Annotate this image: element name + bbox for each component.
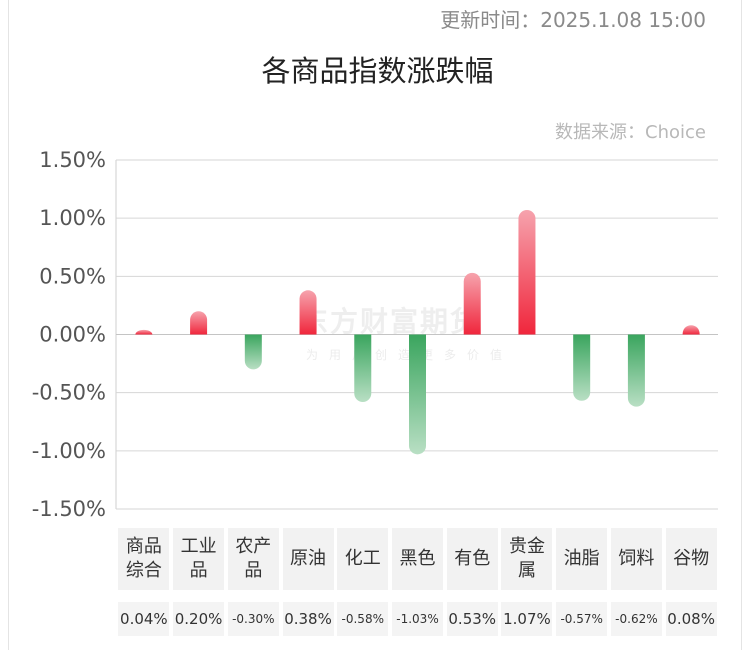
category-label: 饲料 [610,528,662,590]
bar [627,334,645,407]
category-label: 有色 [446,528,498,590]
data-label: 0.08% [665,602,717,636]
data-label: -0.62% [610,602,662,636]
data-label: 1.07% [501,602,553,636]
y-tick-label: -1.00% [32,439,106,463]
data-label: 0.38% [282,602,334,636]
chart-title: 各商品指数涨跌幅 [261,54,494,88]
bar [409,334,426,455]
y-tick-label: 0.00% [39,323,106,347]
category-label: 农产品 [227,528,279,590]
bar [190,311,208,335]
data-label: -0.58% [337,602,389,636]
frame-left-border [8,0,9,650]
category-label: 商品 综合 [118,528,170,590]
bar [299,290,317,335]
y-tick-label: 0.50% [39,264,106,288]
bar [354,334,372,402]
category-label: 化工 [337,528,389,590]
data-label: 0.20% [173,602,225,636]
category-label: 黑色 [392,528,443,590]
bar [573,334,591,401]
y-tick-label: -0.50% [32,381,106,405]
data-source: 数据来源：Choice [555,122,706,143]
category-label: 原油 [282,528,334,590]
frame-right-border [741,0,742,650]
bar [682,325,700,335]
category-label: 工业品 [173,528,225,590]
category-label: 贵金属 [501,528,553,590]
y-tick-label: 1.00% [39,206,106,230]
bar [135,329,153,335]
data-label: 0.53% [446,602,498,636]
bar [244,334,262,370]
data-label: 0.04% [118,602,170,636]
y-tick-label: -1.50% [32,497,106,521]
y-tick-label: 1.50% [39,148,106,172]
data-label: -1.03% [392,602,443,636]
bar [463,272,481,335]
category-label: 油脂 [556,528,608,590]
data-label: -0.57% [556,602,608,636]
bar [518,210,536,335]
watermark-brand: 东方财富期货 [300,305,481,338]
category-label: 谷物 [665,528,717,590]
data-label: -0.30% [227,602,279,636]
update-time: 更新时间：2025.1.08 15:00 [440,8,706,32]
